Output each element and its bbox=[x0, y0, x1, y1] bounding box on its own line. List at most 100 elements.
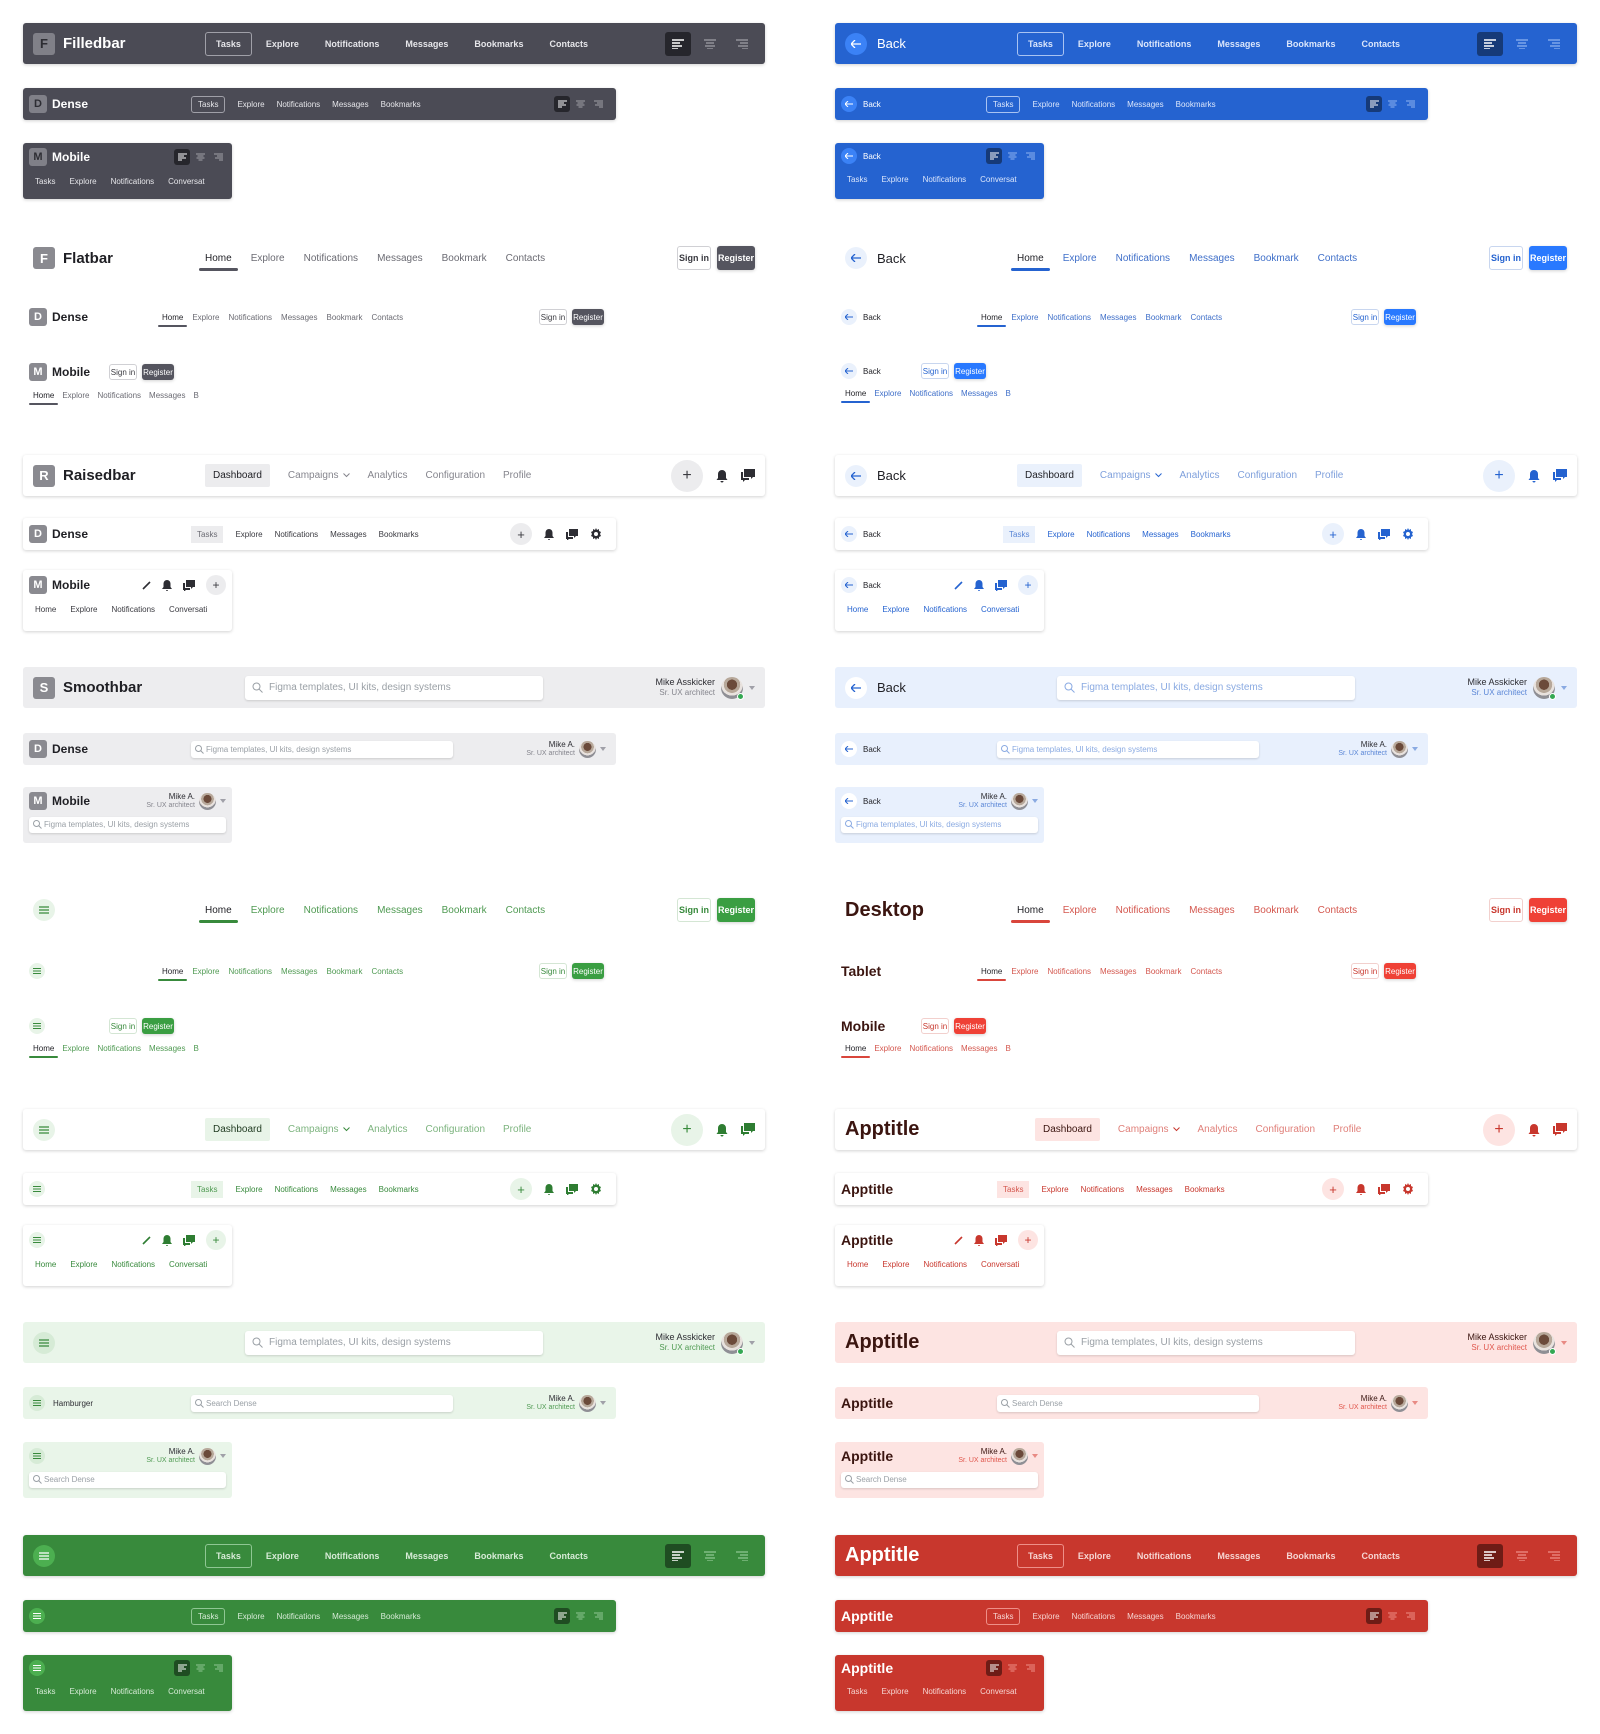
tab-overflow[interactable]: B bbox=[1005, 389, 1011, 398]
sign-in-button[interactable]: Sign in bbox=[921, 363, 949, 379]
chevron-down-icon[interactable] bbox=[1561, 1340, 1567, 1345]
tab-bookmarks[interactable]: Bookmarks bbox=[1286, 1550, 1336, 1561]
tab-bookmarks[interactable]: Bookmarks bbox=[1286, 38, 1336, 49]
tab-notifications[interactable]: Notifications bbox=[922, 175, 967, 184]
tab-conversations[interactable]: Conversat bbox=[980, 1687, 1017, 1696]
tab-analytics[interactable]: Analytics bbox=[367, 1124, 408, 1135]
chevron-down-icon[interactable] bbox=[1032, 1454, 1038, 1459]
tab-messages[interactable]: Messages bbox=[1217, 1550, 1261, 1561]
register-button[interactable]: Register bbox=[1529, 246, 1567, 270]
tab-notifications[interactable]: Notifications bbox=[274, 529, 319, 539]
tab-explore[interactable]: Explore bbox=[192, 966, 220, 976]
search-input[interactable]: Search Dense bbox=[29, 1471, 226, 1488]
tab-campaigns[interactable]: Campaigns bbox=[288, 470, 350, 481]
tab-explore[interactable]: Explore bbox=[1011, 966, 1039, 976]
tab-bookmark[interactable]: Bookmark bbox=[326, 312, 363, 322]
align-center-icon[interactable] bbox=[1004, 1660, 1020, 1676]
tab-contacts[interactable]: Contacts bbox=[371, 312, 404, 322]
sign-in-button[interactable]: Sign in bbox=[921, 1018, 949, 1034]
align-left-icon[interactable] bbox=[1366, 96, 1382, 112]
add-icon[interactable]: + bbox=[671, 1113, 703, 1146]
align-left-icon[interactable] bbox=[554, 1608, 570, 1624]
tab-messages[interactable]: Messages bbox=[1136, 1184, 1173, 1194]
hamburger-menu-icon[interactable] bbox=[29, 1232, 45, 1248]
align-center-icon[interactable] bbox=[572, 1608, 588, 1624]
pencil-icon[interactable] bbox=[954, 1235, 963, 1245]
tab-home[interactable]: Home bbox=[35, 605, 57, 614]
tab-notifications[interactable]: Notifications bbox=[1136, 38, 1192, 49]
tab-tasks[interactable]: Tasks bbox=[191, 525, 224, 543]
align-right-icon[interactable] bbox=[590, 1608, 606, 1624]
tab-notifications[interactable]: Notifications bbox=[1136, 1550, 1192, 1561]
avatar[interactable] bbox=[1011, 792, 1028, 810]
chat-icon[interactable] bbox=[1378, 528, 1390, 540]
tab-messages[interactable]: Messages bbox=[281, 966, 318, 976]
tab-explore[interactable]: Explore bbox=[235, 529, 263, 539]
add-icon[interactable]: + bbox=[510, 523, 532, 545]
tab-bookmark[interactable]: Bookmark bbox=[1253, 904, 1299, 916]
tab-home[interactable]: Home bbox=[847, 1260, 869, 1269]
tab-tasks[interactable]: Tasks bbox=[191, 1607, 226, 1625]
avatar[interactable] bbox=[1391, 1394, 1408, 1412]
search-input[interactable]: Figma templates, UI kits, design systems bbox=[997, 740, 1259, 758]
align-left-icon[interactable] bbox=[174, 1660, 190, 1676]
tab-bookmarks[interactable]: Bookmarks bbox=[1190, 529, 1231, 539]
add-icon[interactable]: + bbox=[1322, 1178, 1344, 1200]
tab-messages[interactable]: Messages bbox=[377, 252, 423, 264]
tab-notifications[interactable]: Notifications bbox=[1080, 1184, 1125, 1194]
tab-conversations[interactable]: Conversat bbox=[168, 177, 205, 186]
chat-icon[interactable] bbox=[741, 469, 755, 482]
search-input[interactable]: Search Dense bbox=[191, 1394, 453, 1412]
back-arrow-icon[interactable] bbox=[841, 793, 857, 810]
tab-bookmarks[interactable]: Bookmarks bbox=[474, 1550, 524, 1561]
align-right-icon[interactable] bbox=[1402, 1608, 1418, 1624]
tab-explore[interactable]: Explore bbox=[882, 1260, 910, 1269]
search-input[interactable]: Figma templates, UI kits, design systems bbox=[245, 675, 543, 700]
tab-conversations[interactable]: Conversat bbox=[168, 1687, 205, 1696]
chevron-down-icon[interactable] bbox=[749, 685, 755, 690]
tab-tasks[interactable]: Tasks bbox=[997, 1180, 1030, 1198]
tab-explore[interactable]: Explore bbox=[265, 38, 299, 49]
tab-notifications[interactable]: Notifications bbox=[1115, 904, 1171, 916]
tab-explore[interactable]: Explore bbox=[1047, 529, 1075, 539]
chat-icon[interactable] bbox=[183, 579, 195, 591]
tab-configuration[interactable]: Configuration bbox=[1237, 470, 1298, 481]
tab-notifications[interactable]: Notifications bbox=[97, 391, 142, 400]
search-input[interactable]: Figma templates, UI kits, design systems bbox=[29, 816, 226, 833]
add-icon[interactable]: + bbox=[1483, 1113, 1515, 1146]
tab-home[interactable]: Home bbox=[199, 252, 238, 271]
chat-icon[interactable] bbox=[1553, 469, 1567, 482]
tab-explore[interactable]: Explore bbox=[69, 177, 97, 186]
tab-explore[interactable]: Explore bbox=[881, 175, 909, 184]
avatar[interactable] bbox=[199, 792, 216, 810]
tab-contacts[interactable]: Contacts bbox=[505, 904, 546, 916]
back-label[interactable]: Back bbox=[863, 529, 881, 539]
align-left-icon[interactable] bbox=[1366, 1608, 1382, 1624]
back-arrow-icon[interactable] bbox=[841, 577, 857, 593]
tab-messages[interactable]: Messages bbox=[1100, 312, 1137, 322]
tab-explore[interactable]: Explore bbox=[1062, 904, 1097, 916]
bell-icon[interactable] bbox=[1528, 1123, 1540, 1137]
tab-profile[interactable]: Profile bbox=[503, 470, 532, 481]
add-icon[interactable]: + bbox=[510, 1178, 532, 1200]
search-input[interactable]: Figma templates, UI kits, design systems bbox=[191, 740, 453, 758]
tab-profile[interactable]: Profile bbox=[1315, 470, 1344, 481]
chevron-down-icon[interactable] bbox=[1561, 685, 1567, 690]
add-icon[interactable]: + bbox=[206, 575, 226, 595]
pencil-icon[interactable] bbox=[142, 580, 151, 590]
add-icon[interactable]: + bbox=[1322, 523, 1344, 545]
back-arrow-icon[interactable] bbox=[841, 741, 857, 757]
tab-explore[interactable]: Explore bbox=[62, 391, 90, 400]
bell-icon[interactable] bbox=[1356, 528, 1366, 540]
chat-icon[interactable] bbox=[1553, 1123, 1567, 1136]
tab-explore[interactable]: Explore bbox=[874, 1044, 902, 1053]
tab-profile[interactable]: Profile bbox=[1333, 1124, 1362, 1135]
back-label[interactable]: Back bbox=[877, 468, 906, 483]
chevron-down-icon[interactable] bbox=[600, 1401, 606, 1405]
tab-contacts[interactable]: Contacts bbox=[1361, 38, 1400, 49]
align-center-icon[interactable] bbox=[1509, 1544, 1535, 1568]
back-arrow-icon[interactable] bbox=[841, 363, 857, 379]
back-label[interactable]: Back bbox=[863, 312, 881, 322]
bell-icon[interactable] bbox=[974, 1234, 984, 1246]
tab-messages[interactable]: Messages bbox=[1189, 904, 1235, 916]
